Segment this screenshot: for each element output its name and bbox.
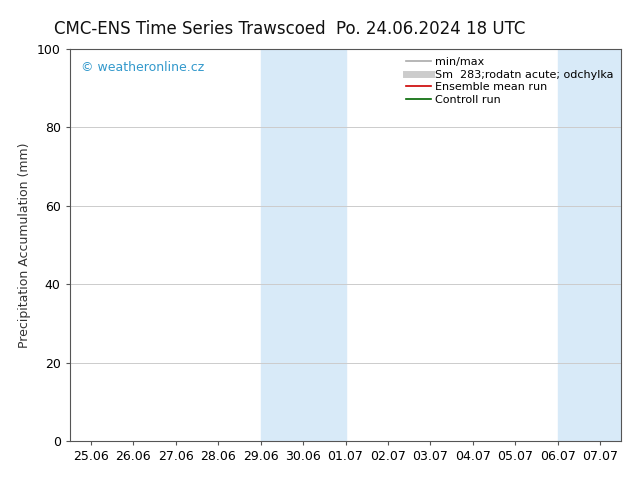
- Y-axis label: Precipitation Accumulation (mm): Precipitation Accumulation (mm): [18, 142, 31, 348]
- Text: CMC-ENS Time Series Trawscoed: CMC-ENS Time Series Trawscoed: [55, 20, 326, 38]
- Legend: min/max, Sm  283;rodatn acute; odchylka, Ensemble mean run, Controll run: min/max, Sm 283;rodatn acute; odchylka, …: [404, 54, 616, 107]
- Bar: [558, 49, 621, 441]
- Text: Po. 24.06.2024 18 UTC: Po. 24.06.2024 18 UTC: [337, 20, 526, 38]
- Bar: [261, 49, 346, 441]
- Text: © weatheronline.cz: © weatheronline.cz: [81, 61, 204, 74]
